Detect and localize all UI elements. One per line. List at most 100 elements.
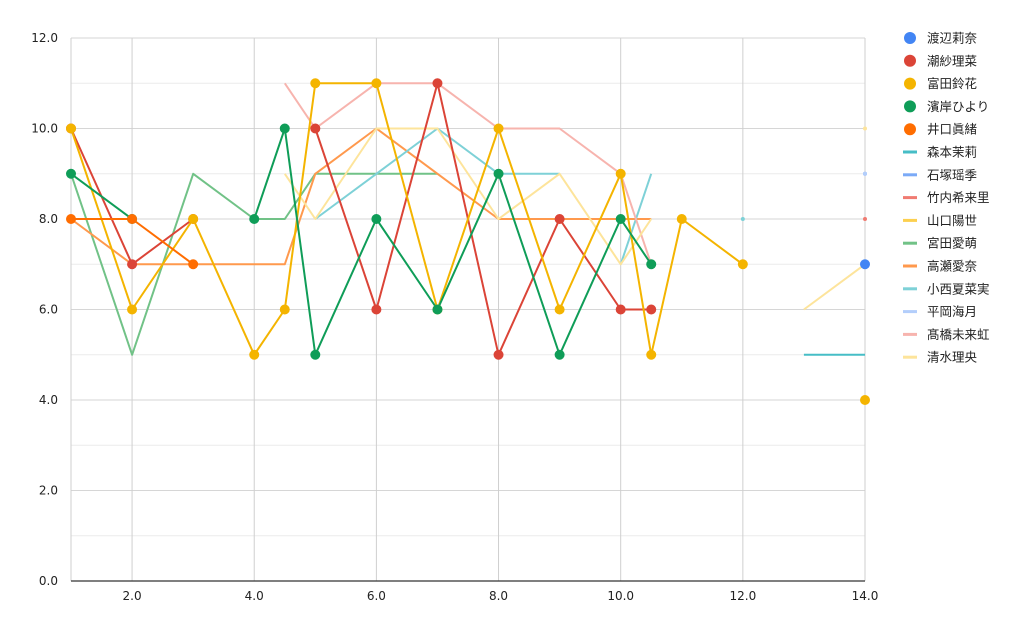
y-tick-label: 0.0 — [39, 574, 58, 588]
legend-item[interactable]: 平岡海月 — [903, 304, 977, 319]
legend-item[interactable]: 富田鈴花 — [904, 76, 977, 91]
series-2-point[interactable] — [310, 78, 321, 89]
legend-item[interactable]: 髙橋未来虹 — [903, 327, 990, 342]
series-1-point[interactable] — [371, 304, 382, 315]
series-2-point[interactable] — [646, 349, 657, 360]
x-tick-label: 6.0 — [367, 589, 386, 603]
legend-item[interactable]: 竹内希来里 — [903, 190, 990, 205]
series-0-point[interactable] — [860, 259, 870, 270]
legend-label: 高瀬愛奈 — [927, 259, 978, 274]
y-tick-label: 8.0 — [39, 212, 58, 226]
series-2-point[interactable] — [188, 214, 199, 224]
legend-label: 渡辺莉奈 — [927, 31, 978, 46]
series-2-point[interactable] — [554, 304, 565, 315]
legend-label: 濱岸ひより — [927, 99, 989, 114]
y-tick-label: 2.0 — [39, 484, 58, 498]
legend-marker — [904, 100, 916, 113]
legend-marker — [903, 241, 917, 245]
legend-item[interactable]: 潮紗理菜 — [904, 53, 978, 68]
y-tick-label: 4.0 — [39, 393, 58, 407]
series-1-point[interactable] — [127, 259, 138, 270]
legend-marker — [903, 196, 917, 200]
series-1-point[interactable] — [310, 123, 321, 134]
series-3-point[interactable] — [310, 349, 321, 360]
legend-marker — [903, 218, 917, 222]
series-2-point[interactable] — [371, 78, 382, 89]
legend-marker — [904, 123, 916, 136]
x-tick-label: 2.0 — [123, 589, 142, 603]
legend-label: 森本茉莉 — [927, 145, 977, 160]
x-tick-label: 10.0 — [607, 589, 634, 603]
legend-item[interactable]: 高瀬愛奈 — [903, 259, 978, 274]
legend-marker — [904, 77, 916, 90]
series-3-point[interactable] — [646, 259, 657, 270]
series-7-point — [863, 217, 867, 221]
series-3-point[interactable] — [66, 168, 76, 179]
legend-item[interactable]: 山口陽世 — [903, 213, 977, 228]
legend-item[interactable]: 井口眞緒 — [904, 122, 978, 137]
legend: 渡辺莉奈潮紗理菜富田鈴花濱岸ひより井口眞緒森本茉莉石塚瑶季竹内希来里山口陽世宮田… — [903, 31, 990, 365]
series-11-point — [740, 217, 745, 221]
legend-marker — [903, 332, 917, 336]
legend-item[interactable]: 石塚瑶季 — [903, 167, 978, 182]
series-3-line — [253, 127, 653, 356]
series-4-point[interactable] — [66, 214, 76, 224]
series-2-point[interactable] — [493, 123, 504, 134]
series-2-point[interactable] — [676, 214, 687, 224]
legend-marker — [903, 310, 917, 314]
y-tick-label: 12.0 — [31, 31, 58, 45]
legend-item[interactable]: 渡辺莉奈 — [904, 31, 978, 46]
series-1-point[interactable] — [646, 304, 657, 315]
legend-marker — [903, 264, 917, 268]
x-tick-label: 4.0 — [245, 589, 264, 603]
series-3-line — [70, 172, 133, 220]
series-3-point[interactable] — [249, 214, 260, 224]
legend-label: 富田鈴花 — [927, 76, 977, 91]
series-2-point[interactable] — [66, 123, 76, 134]
series-3-point[interactable] — [554, 349, 565, 360]
series-2-point[interactable] — [737, 259, 748, 270]
y-tick-label: 6.0 — [39, 303, 58, 317]
legend-label: 平岡海月 — [927, 304, 977, 319]
legend-label: 小西夏菜実 — [927, 281, 990, 296]
series-2-point[interactable] — [249, 349, 260, 360]
legend-item[interactable]: 清水理央 — [903, 350, 978, 365]
legend-label: 山口陽世 — [927, 213, 977, 228]
series-1-point[interactable] — [432, 78, 443, 89]
series-9-line — [70, 172, 438, 356]
series-4-point[interactable] — [188, 259, 199, 270]
legend-item[interactable]: 濱岸ひより — [904, 99, 989, 114]
series-3-point[interactable] — [493, 168, 504, 179]
series-3-point[interactable] — [371, 214, 382, 224]
y-tick-label: 10.0 — [31, 122, 58, 136]
series-3-point[interactable] — [432, 304, 443, 315]
legend-marker — [903, 355, 917, 359]
series-2-point[interactable] — [127, 304, 138, 315]
x-tick-label: 12.0 — [729, 589, 756, 603]
x-tick-label: 14.0 — [852, 589, 879, 603]
legend-label: 清水理央 — [927, 350, 978, 365]
legend-label: 井口眞緒 — [927, 122, 978, 137]
legend-marker — [903, 173, 917, 177]
legend-marker — [903, 287, 917, 291]
series-4-point[interactable] — [127, 214, 138, 224]
series-2-point[interactable] — [860, 395, 870, 405]
series-1-point[interactable] — [554, 214, 565, 224]
legend-item[interactable]: 小西夏菜実 — [903, 281, 990, 296]
series-2-point[interactable] — [615, 168, 626, 179]
legend-item[interactable]: 森本茉莉 — [903, 145, 977, 160]
x-tick-label: 8.0 — [489, 589, 508, 603]
series-1-point[interactable] — [615, 304, 626, 315]
legend-item[interactable]: 宮田愛萌 — [903, 236, 977, 251]
series-14-point — [863, 126, 867, 131]
series-3-point[interactable] — [279, 123, 290, 134]
legend-label: 潮紗理菜 — [927, 53, 978, 68]
series-3-point[interactable] — [615, 214, 626, 224]
series-1-point[interactable] — [493, 349, 504, 360]
axes: 0.0 2.0 4.0 6.0 8.0 10.0 12.0 2.0 4.0 6.0 8.0 10.0 1… — [31, 31, 878, 603]
legend-marker — [903, 150, 917, 154]
series-markers — [66, 78, 870, 405]
series-2-point[interactable] — [279, 304, 290, 315]
